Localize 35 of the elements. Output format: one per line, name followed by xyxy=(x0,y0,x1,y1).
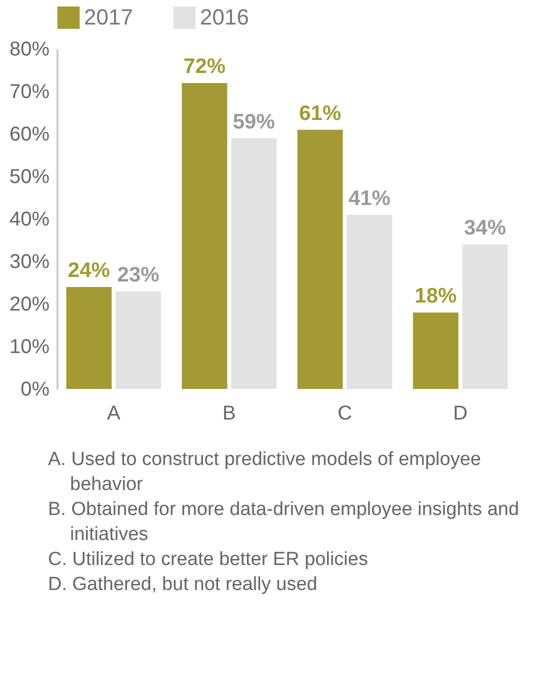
x-tick-label: C xyxy=(338,402,352,424)
data-label: 23% xyxy=(117,263,160,286)
y-tick-label: 70% xyxy=(9,81,50,103)
text: D. Gathered, but not really used xyxy=(48,573,318,597)
data-label: 24% xyxy=(68,259,110,282)
y-tick-label: 60% xyxy=(9,124,50,146)
y-tick-label: 40% xyxy=(9,208,50,230)
bar xyxy=(231,138,277,389)
bar xyxy=(116,291,162,389)
y-tick-label: 50% xyxy=(9,166,50,188)
data-label: 59% xyxy=(232,110,276,134)
y-tick-label: 30% xyxy=(9,251,50,273)
y-tick-label: 80% xyxy=(9,38,50,60)
y-tick-label: 10% xyxy=(9,336,50,358)
y-tick-label: 20% xyxy=(9,294,50,316)
text: B. Obtained for more data-driven employee insights and initiatives xyxy=(48,498,520,547)
legend-label: 2017 xyxy=(84,4,133,30)
data-label: 72% xyxy=(184,55,226,78)
bar xyxy=(297,130,343,389)
text: C. Utilized to create better ER policies xyxy=(48,548,369,572)
bar xyxy=(346,214,392,389)
legend-label: 2016 xyxy=(200,4,249,30)
bar xyxy=(412,312,458,389)
bar xyxy=(462,244,508,389)
x-tick-label: B xyxy=(222,402,236,424)
bar xyxy=(66,287,112,389)
data-label: 41% xyxy=(348,186,391,210)
data-label: 18% xyxy=(414,284,458,308)
data-label: 61% xyxy=(299,102,342,125)
data-label: 34% xyxy=(464,216,506,240)
text: A. Used to construct predictive models of employee behavior xyxy=(48,448,482,497)
x-tick-label: A xyxy=(106,402,121,424)
bar xyxy=(182,83,228,389)
y-tick-label: 0% xyxy=(20,378,50,400)
x-tick-label: D xyxy=(453,402,468,424)
